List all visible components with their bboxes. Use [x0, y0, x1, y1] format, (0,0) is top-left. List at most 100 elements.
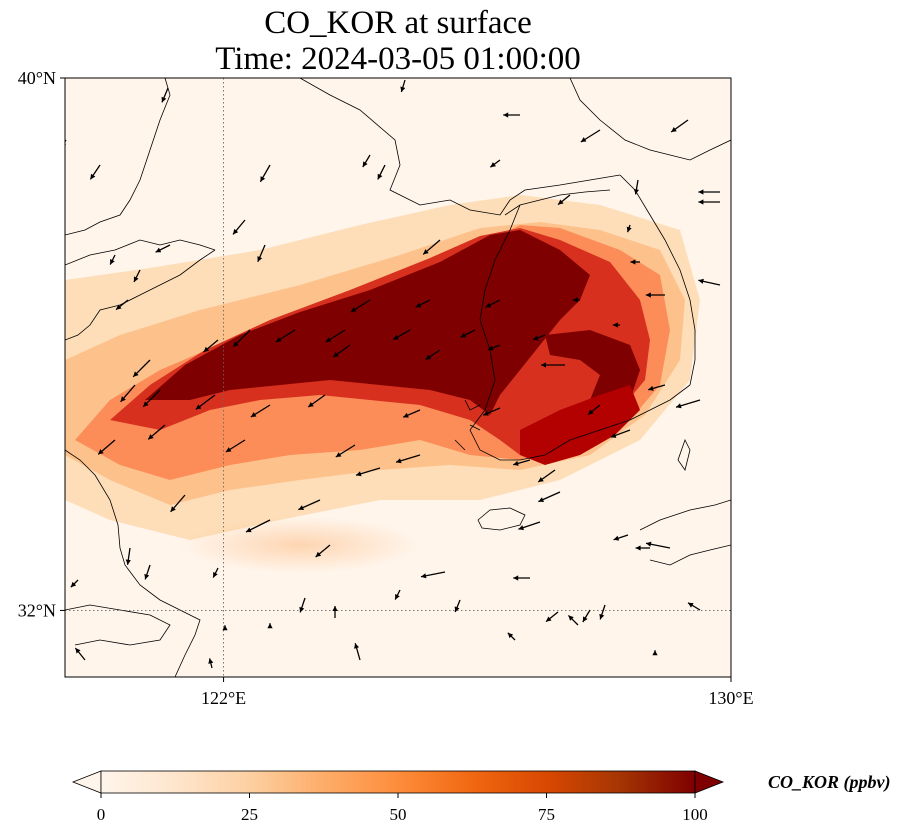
- wind-arrow-23: [645, 292, 665, 298]
- wind-arrow-47: [307, 394, 326, 408]
- wind-arrow-18: [633, 179, 639, 195]
- wind-arrow-67: [518, 521, 541, 531]
- coastline-islands-west: [454, 399, 481, 451]
- wind-arrow-27: [415, 299, 431, 308]
- wind-arrow-31: [325, 329, 346, 343]
- wind-arrow-71: [125, 547, 131, 565]
- wind-arrow-82: [687, 602, 701, 611]
- wind-arrow-20: [698, 199, 720, 205]
- map-panel: [64, 77, 732, 678]
- wind-arrow-55: [225, 439, 246, 453]
- colorbar: 0 25 50 75 100 CO_KOR (ppbv): [71, 770, 891, 824]
- wind-arrow-73: [212, 567, 219, 578]
- coastline-shandong-north: [65, 239, 216, 266]
- coastline-tsushima: [677, 438, 691, 471]
- wind-arrow-62: [170, 494, 186, 513]
- coastline-liaodong: [65, 78, 171, 236]
- colorbar-tick-label-3: 75: [538, 805, 555, 824]
- wind-arrow-68: [613, 534, 629, 541]
- wind-arrow-56: [335, 444, 356, 458]
- wind-arrow-5: [257, 244, 266, 263]
- wind-arrow-65: [315, 544, 331, 558]
- plume-coast-band: [520, 385, 640, 465]
- wind-arrow-89: [507, 632, 516, 641]
- wind-arrow-24: [698, 278, 721, 286]
- wind-arrow-44: [142, 389, 161, 408]
- colorbar-tick-label-4: 100: [682, 805, 708, 824]
- coastline-dmz-river: [504, 189, 611, 216]
- wind-arrow-0: [161, 87, 169, 103]
- wind-arrow-33: [460, 329, 476, 338]
- coastline-korea-west: [469, 204, 521, 461]
- wind-arrow-90: [567, 614, 579, 626]
- wind-arrow-63: [298, 499, 321, 511]
- wind-arrow-49: [482, 407, 501, 416]
- coastline-east-edge: [569, 78, 731, 161]
- coastline-korea-south: [519, 384, 691, 461]
- lon-tick-label-0: 122°E: [201, 688, 246, 708]
- wind-arrow-15: [670, 119, 689, 133]
- wind-vectors: [65, 79, 721, 669]
- coastline-liaoning: [299, 78, 621, 216]
- concentration-field: [65, 195, 700, 573]
- coastline-kyushu-south: [649, 544, 731, 566]
- wind-arrow-32: [392, 329, 411, 341]
- coastline-shandong-south: [65, 249, 216, 341]
- lon-tick-label-1: 130°E: [708, 688, 753, 708]
- wind-arrow-59: [537, 469, 556, 483]
- wind-arrow-78: [454, 599, 461, 613]
- wind-arrow-91: [208, 658, 214, 669]
- wind-arrow-4: [232, 219, 246, 235]
- colorbar-extend-min: [71, 770, 102, 794]
- wind-arrow-10: [362, 154, 371, 168]
- colorbar-gradient: [100, 770, 696, 794]
- wind-arrow-86: [267, 623, 273, 629]
- wind-arrow-84: [74, 647, 86, 661]
- colorbar-extend-max: [694, 770, 725, 794]
- wind-arrow-64: [245, 519, 271, 533]
- plume-residual: [180, 517, 420, 573]
- map-subtitle-time: Time: 2024-03-05 01:00:00: [215, 41, 581, 77]
- wind-arrow-52: [675, 399, 701, 409]
- colorbar-ticks: 0 25 50 75 100: [97, 793, 708, 824]
- colorbar-tick-label-0: 0: [97, 805, 106, 824]
- wind-arrow-69: [635, 545, 650, 551]
- wind-arrow-80: [582, 609, 591, 623]
- colorbar-tick-label-2: 50: [390, 805, 407, 824]
- wind-arrow-19: [698, 189, 720, 195]
- wind-arrow-43: [120, 384, 136, 403]
- wind-arrow-34: [532, 334, 546, 341]
- coastline-jeju: [477, 507, 526, 531]
- coastline-korea-east: [619, 174, 696, 386]
- wind-arrow-46: [250, 404, 271, 418]
- wind-arrow-51: [648, 384, 666, 391]
- lat-tick-label-1: 32°N: [18, 600, 56, 620]
- map-title: CO_KOR at surface: [264, 5, 532, 41]
- wind-arrow-37: [232, 329, 251, 348]
- wind-arrow-8: [109, 254, 116, 265]
- wind-arrow-21: [626, 224, 632, 233]
- wind-arrow-36: [203, 339, 219, 353]
- coastlines: [65, 78, 731, 677]
- colorbar-tick-label-1: 25: [241, 805, 258, 824]
- wind-arrow-72: [144, 564, 151, 580]
- wind-arrow-39: [425, 349, 441, 361]
- wind-arrow-66: [538, 491, 561, 503]
- wind-arrow-79: [545, 611, 559, 623]
- wind-arrow-41: [541, 362, 565, 368]
- wind-arrow-85: [222, 625, 228, 631]
- gridlines: [65, 78, 731, 677]
- wind-arrow-53: [97, 439, 116, 455]
- wind-arrow-38: [332, 344, 351, 358]
- wind-arrow-92: [652, 650, 658, 656]
- coastline-jiangsu: [65, 449, 201, 677]
- wind-arrow-13: [503, 112, 520, 118]
- wind-arrow-30: [275, 329, 296, 343]
- plume-core: [145, 230, 590, 415]
- wind-arrow-60: [610, 429, 631, 438]
- wind-arrow-9: [115, 299, 129, 311]
- wind-arrow-81: [599, 604, 606, 620]
- wind-arrow-7: [133, 269, 141, 283]
- wind-arrow-16: [490, 159, 501, 168]
- lat-tick-label-0: 40°N: [18, 68, 56, 88]
